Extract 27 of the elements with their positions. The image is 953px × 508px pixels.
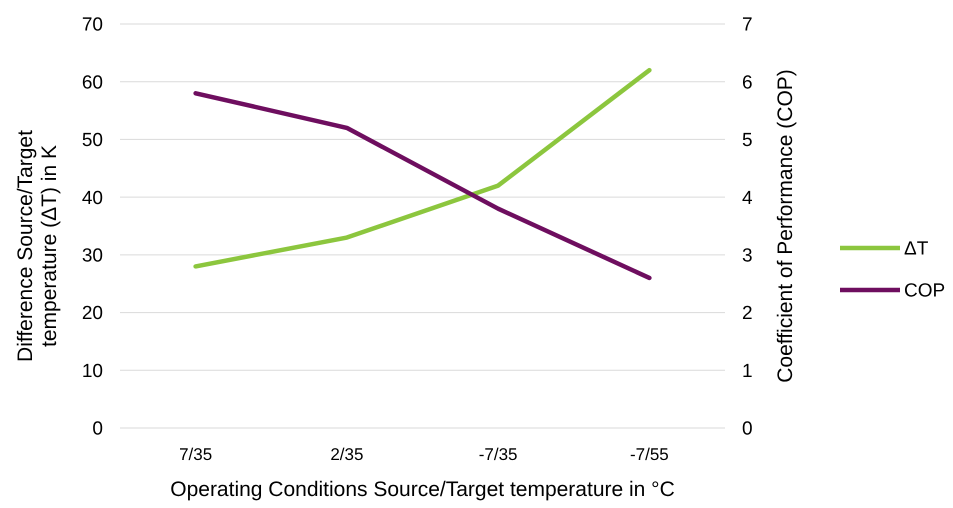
y2-tick-label: 2 — [742, 303, 753, 324]
legend-label: ΔT — [904, 238, 929, 260]
y-tick-label: 10 — [82, 360, 103, 382]
y2-tick-label: 1 — [742, 360, 753, 382]
line-series — [193, 91, 652, 280]
y-tick-label: 20 — [82, 303, 103, 324]
y-tick-label: 30 — [82, 246, 103, 267]
y2-tick-label: 6 — [742, 72, 753, 94]
y-tick-label: 40 — [82, 188, 103, 209]
y-tick-label: 60 — [82, 72, 103, 94]
x-tick-label: -7/35 — [478, 445, 518, 464]
legend-label: COP — [904, 280, 946, 302]
y2-tick-label: 5 — [742, 130, 753, 152]
y-tick-label: 70 — [82, 14, 103, 36]
x-tick-label: 7/35 — [179, 445, 212, 464]
y-axis-title: Difference Source/Target temperature (ΔT) in K — [14, 130, 61, 362]
x-tick-label: -7/55 — [630, 445, 669, 464]
line-series — [193, 68, 652, 269]
y2-tick-label: 4 — [742, 188, 753, 209]
y-tick-label: 50 — [82, 130, 103, 152]
y2-tick-label: 3 — [742, 246, 753, 267]
y2-axis-title: Coefficient of Performance (COP) — [774, 69, 797, 383]
y-tick-label: 0 — [92, 418, 103, 440]
y2-tick-label: 0 — [742, 418, 753, 440]
x-axis-title: Operating Conditions Source/Target temperature in °C — [170, 478, 675, 501]
y2-tick-label: 7 — [742, 14, 753, 36]
x-tick-label: 2/35 — [330, 445, 364, 464]
